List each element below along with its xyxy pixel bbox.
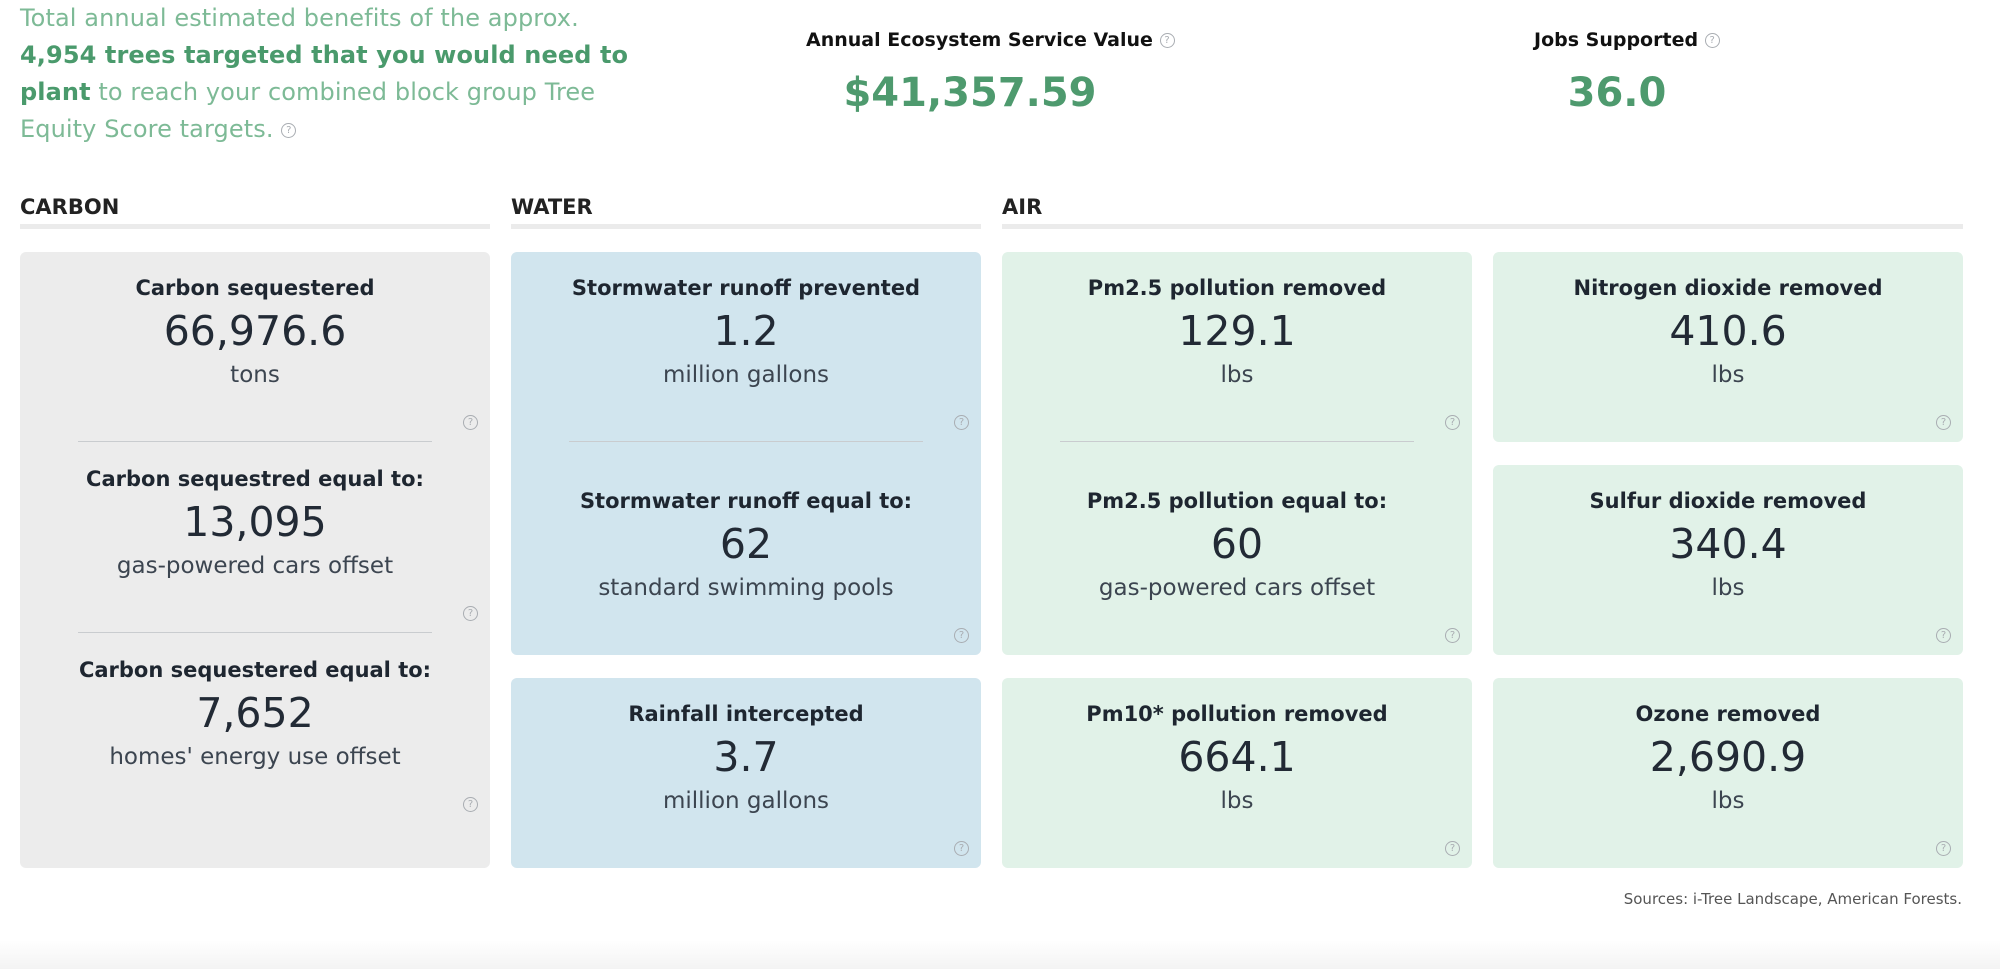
help-icon[interactable]: ? (463, 606, 478, 621)
help-icon[interactable]: ? (1936, 415, 1951, 430)
jobs-supported-value: 36.0 (1567, 70, 1667, 116)
stat-label: Stormwater runoff prevented (571, 276, 921, 300)
stat-divider (1060, 441, 1414, 442)
section-divider-air (1002, 224, 1963, 229)
stat-label: Stormwater runoff equal to: (579, 489, 913, 513)
section-divider-water (511, 224, 981, 229)
stat-value: 3.7 (713, 733, 779, 781)
ozone-card: Ozone removed 2,690.9 lbs ? (1493, 678, 1963, 868)
stat-label: Ozone removed (1635, 702, 1821, 726)
help-icon[interactable]: ? (1936, 628, 1951, 643)
stat-value: 7,652 (196, 689, 314, 737)
stat-unit: million gallons (662, 362, 830, 388)
ecosystem-value-label: Annual Ecosystem Service Value (806, 29, 1153, 51)
stormwater-card: Stormwater runoff prevented 1.2 million … (511, 252, 981, 655)
intro-text-pre: Total annual estimated benefits of the a… (20, 4, 579, 32)
stat-unit: lbs (1711, 575, 1745, 601)
section-title-water: WATER (511, 195, 593, 219)
help-icon[interactable]: ? (1445, 415, 1460, 430)
stat-value: 340.4 (1669, 520, 1787, 568)
pm25-removed-stat: Pm2.5 pollution removed 129.1 lbs (1002, 274, 1472, 390)
jobs-supported-heading: Jobs Supported ? (1534, 29, 1720, 51)
nitrogen-dioxide-stat: Nitrogen dioxide removed 410.6 lbs (1493, 274, 1963, 390)
stat-label: Carbon sequestered equal to: (78, 658, 432, 682)
stat-value: 66,976.6 (163, 307, 347, 355)
sources-note: Sources: i-Tree Landscape, American Fore… (1623, 890, 1962, 908)
help-icon[interactable]: ? (1159, 33, 1175, 48)
stat-label: Pm10* pollution removed (1086, 702, 1388, 726)
stat-unit: homes' energy use offset (109, 744, 401, 770)
nitrogen-dioxide-card: Nitrogen dioxide removed 410.6 lbs ? (1493, 252, 1963, 442)
pm10-removed-stat: Pm10* pollution removed 664.1 lbs (1002, 700, 1472, 816)
help-icon[interactable]: ? (954, 415, 969, 430)
intro-text: Total annual estimated benefits of the a… (20, 0, 640, 148)
stat-unit: lbs (1711, 362, 1745, 388)
rainfall-card: Rainfall intercepted 3.7 million gallons… (511, 678, 981, 868)
help-icon[interactable]: ? (1445, 628, 1460, 643)
ecosystem-value-heading: Annual Ecosystem Service Value ? (806, 29, 1175, 51)
stat-unit: lbs (1220, 362, 1254, 388)
stat-value: 664.1 (1178, 733, 1296, 781)
section-title-carbon: CARBON (20, 195, 120, 219)
stat-label: Nitrogen dioxide removed (1573, 276, 1883, 300)
help-icon[interactable]: ? (1704, 33, 1720, 48)
pm25-card: Pm2.5 pollution removed 129.1 lbs ? Pm2.… (1002, 252, 1472, 655)
intro-text-post: to reach your combined block group Tree … (20, 78, 596, 143)
help-icon[interactable]: ? (1445, 841, 1460, 856)
stat-unit: lbs (1711, 788, 1745, 814)
intro-text-bold: 4,954 trees targeted that you would need… (20, 41, 629, 106)
stat-value: 2,690.9 (1649, 733, 1807, 781)
sulfur-dioxide-card: Sulfur dioxide removed 340.4 lbs ? (1493, 465, 1963, 655)
stat-label: Carbon sequestred equal to: (86, 467, 424, 491)
help-icon[interactable]: ? (281, 122, 297, 138)
stat-unit: tons (230, 362, 280, 388)
stat-unit: gas-powered cars offset (1098, 575, 1376, 601)
pm25-cars-stat: Pm2.5 pollution equal to: 60 gas-powered… (1002, 487, 1472, 603)
stat-divider (78, 632, 432, 633)
help-icon[interactable]: ? (1936, 841, 1951, 856)
stat-label: Sulfur dioxide removed (1589, 489, 1867, 513)
page-bottom-shade (0, 940, 2000, 969)
help-icon[interactable]: ? (954, 841, 969, 856)
stat-value: 410.6 (1669, 307, 1787, 355)
stat-divider (569, 441, 923, 442)
carbon-cars-stat: Carbon sequestred equal to: 13,095 gas-p… (20, 465, 490, 581)
help-icon[interactable]: ? (954, 628, 969, 643)
stat-value: 13,095 (183, 498, 327, 546)
stormwater-pools-stat: Stormwater runoff equal to: 62 standard … (511, 487, 981, 603)
stat-value: 62 (719, 520, 773, 568)
help-icon[interactable]: ? (463, 797, 478, 812)
stat-unit: lbs (1220, 788, 1254, 814)
stat-unit: gas-powered cars offset (116, 553, 394, 579)
ecosystem-value: $41,357.59 (843, 70, 1097, 116)
sulfur-dioxide-stat: Sulfur dioxide removed 340.4 lbs (1493, 487, 1963, 603)
rainfall-intercepted-stat: Rainfall intercepted 3.7 million gallons (511, 700, 981, 816)
ozone-removed-stat: Ozone removed 2,690.9 lbs (1493, 700, 1963, 816)
stat-unit: standard swimming pools (598, 575, 894, 601)
carbon-homes-stat: Carbon sequestered equal to: 7,652 homes… (20, 656, 490, 772)
section-divider-carbon (20, 224, 490, 229)
stat-value: 1.2 (713, 307, 779, 355)
pm10-card: Pm10* pollution removed 664.1 lbs ? (1002, 678, 1472, 868)
stat-unit: million gallons (662, 788, 830, 814)
stat-label: Pm2.5 pollution equal to: (1086, 489, 1388, 513)
stat-value: 60 (1210, 520, 1264, 568)
section-title-air: AIR (1002, 195, 1043, 219)
stat-value: 129.1 (1178, 307, 1296, 355)
stat-label: Pm2.5 pollution removed (1087, 276, 1387, 300)
stat-label: Rainfall intercepted (628, 702, 864, 726)
stormwater-prevented-stat: Stormwater runoff prevented 1.2 million … (511, 274, 981, 390)
carbon-card: Carbon sequestered 66,976.6 tons ? Carbo… (20, 252, 490, 868)
help-icon[interactable]: ? (463, 415, 478, 430)
carbon-sequestered-stat: Carbon sequestered 66,976.6 tons (20, 274, 490, 390)
stat-label: Carbon sequestered (135, 276, 375, 300)
jobs-supported-label: Jobs Supported (1534, 29, 1699, 51)
stat-divider (78, 441, 432, 442)
